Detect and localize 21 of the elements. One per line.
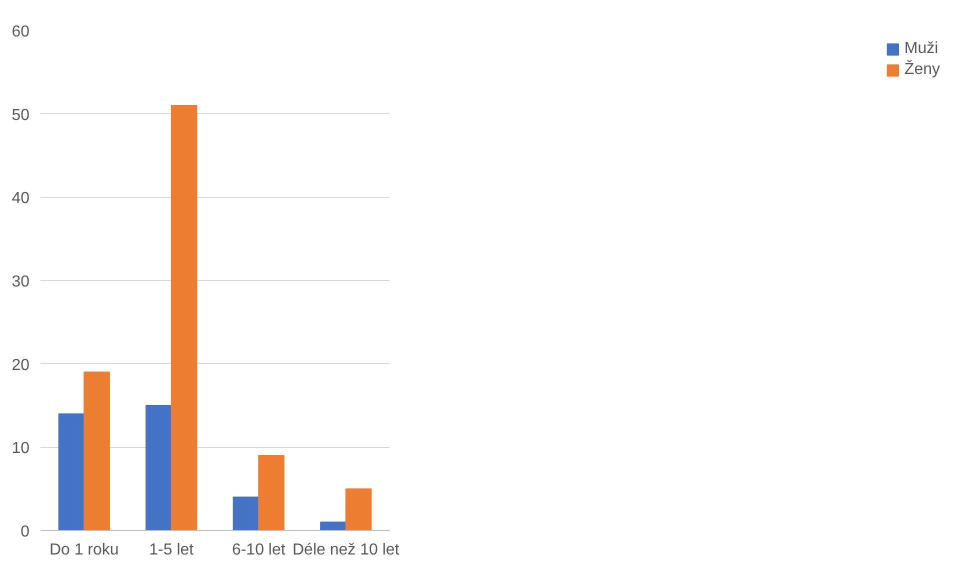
bar	[58, 413, 85, 530]
bar	[84, 372, 110, 530]
bar	[170, 105, 198, 530]
y-tick-label: 40	[12, 190, 30, 208]
y-tick-label: 10	[12, 440, 30, 458]
bar	[345, 488, 372, 530]
y-tick-label: 0	[20, 524, 30, 540]
x-tick-label: 1-5 let	[149, 542, 194, 558]
y-tick-label: 20	[12, 356, 30, 374]
bar	[146, 405, 172, 530]
bar	[320, 522, 346, 530]
y-tick-label: 60	[12, 24, 30, 40]
legend-label: Muži	[904, 40, 938, 58]
y-tick-label: 30	[12, 274, 30, 290]
bar	[258, 455, 284, 530]
x-tick-label: 6-10 let	[232, 542, 286, 558]
x-tick-label: Do 1 roku	[49, 542, 119, 558]
legend-label: Ženy	[904, 61, 940, 79]
bar	[232, 496, 260, 530]
x-tick-label: Déle než 10 let	[292, 542, 400, 558]
y-tick-label: 50	[12, 106, 30, 124]
